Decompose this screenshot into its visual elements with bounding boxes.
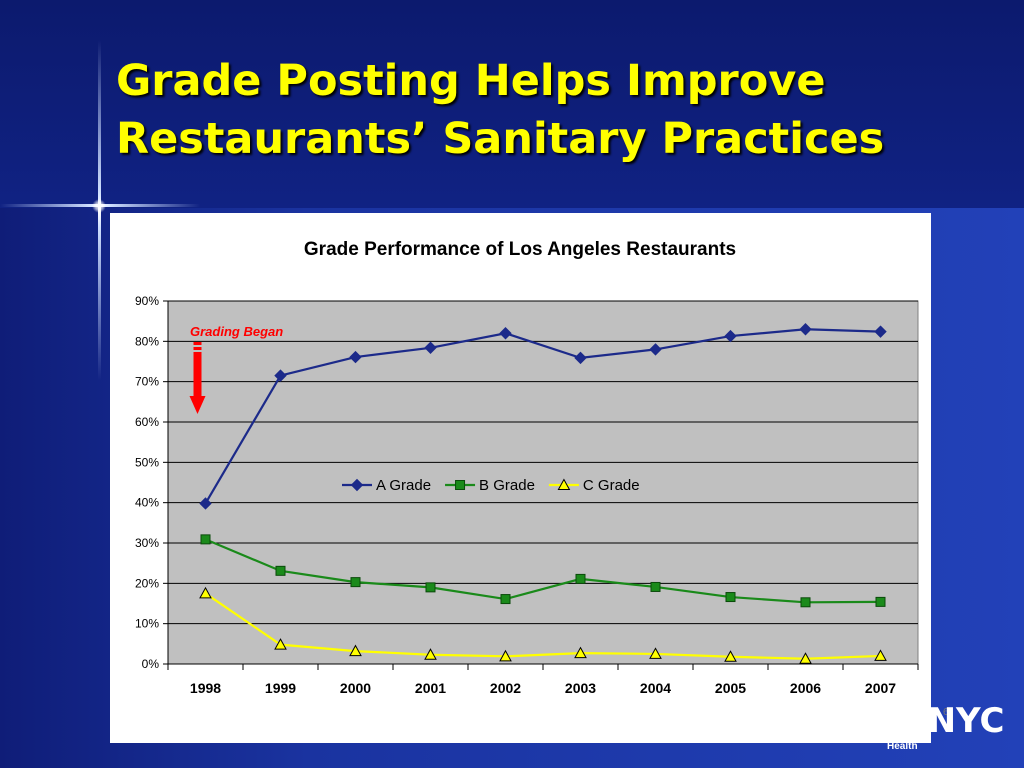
y-tick-label: 40% <box>135 496 159 510</box>
data-point-b-grade <box>275 565 286 576</box>
y-tick-label: 30% <box>135 536 159 550</box>
legend-label-b-grade: B Grade <box>479 477 535 494</box>
data-point-b-grade <box>350 577 361 588</box>
legend-marker-c-grade <box>557 478 571 490</box>
data-point-c-grade <box>649 647 662 659</box>
annotation-grading-began: Grading Began <box>190 324 283 339</box>
page-number: 6 <box>943 707 949 718</box>
line-chart: Grade Performance of Los Angeles Restaur… <box>135 239 919 696</box>
data-point-c-grade <box>199 586 212 599</box>
y-tick-label: 60% <box>135 415 159 429</box>
legend-label-c-grade: C Grade <box>583 477 640 494</box>
data-point-b-grade <box>875 596 886 607</box>
data-point-b-grade <box>800 597 811 608</box>
x-tick-label: 2003 <box>565 680 596 696</box>
chart-panel: Grade Performance of Los Angeles Restaur… <box>110 213 931 743</box>
slide-title-line-2: Restaurants’ Sanitary Practices <box>116 114 885 164</box>
x-tick-label: 2002 <box>490 680 521 696</box>
annotation-arrow-head <box>189 396 206 414</box>
data-point-c-grade <box>874 649 887 661</box>
legend-marker-a-grade <box>350 478 364 492</box>
x-tick-label: 1999 <box>265 680 296 696</box>
data-point-b-grade <box>500 594 511 605</box>
data-point-a-grade <box>349 350 362 364</box>
series-line-a-grade <box>204 328 881 505</box>
light-flare-center <box>92 199 106 213</box>
data-point-a-grade <box>424 341 437 354</box>
slide-title: Grade Posting Helps Improve Restaurants’… <box>116 52 1016 168</box>
y-tick-label: 80% <box>135 334 159 348</box>
x-tick-label: 2006 <box>790 680 821 696</box>
data-point-a-grade <box>874 325 887 338</box>
x-tick-label: 2001 <box>415 680 446 696</box>
data-point-a-grade <box>724 329 737 343</box>
annotation-arrow-dash <box>193 342 202 345</box>
slide-title-line-1: Grade Posting Helps Improve <box>116 56 826 106</box>
x-tick-label: 2000 <box>340 680 371 696</box>
x-tick-label: 1998 <box>190 680 221 696</box>
data-point-a-grade <box>574 351 587 365</box>
series-line-c-grade <box>204 592 881 660</box>
nyc-logo: NYC <box>928 701 1004 738</box>
y-tick-label: 50% <box>135 455 159 469</box>
y-tick-label: 70% <box>135 375 159 389</box>
data-point-c-grade <box>499 649 512 662</box>
data-point-a-grade <box>274 369 287 382</box>
data-point-c-grade <box>274 638 287 650</box>
nyc-logo-text: NYC <box>928 701 1004 738</box>
data-point-c-grade <box>799 652 812 664</box>
data-point-b-grade <box>650 581 661 592</box>
plot-area <box>167 300 919 665</box>
y-tick-label: 90% <box>135 294 159 308</box>
data-point-c-grade <box>424 648 437 660</box>
data-point-c-grade <box>574 646 587 659</box>
data-point-b-grade <box>425 582 436 593</box>
slide-header-background <box>0 0 1024 208</box>
data-point-a-grade <box>199 497 212 510</box>
data-point-a-grade <box>499 327 512 340</box>
data-point-c-grade <box>724 650 737 662</box>
data-point-c-grade <box>349 644 362 657</box>
data-point-a-grade <box>799 323 812 336</box>
legend-marker-b-grade <box>455 480 466 490</box>
annotation-arrow-dash <box>193 347 202 350</box>
y-tick-label: 10% <box>135 617 159 631</box>
annotation-arrow-shaft <box>193 352 202 396</box>
x-tick-label: 2004 <box>640 680 671 696</box>
y-tick-label: 20% <box>135 576 159 590</box>
chart-title: Grade Performance of Los Angeles Restaur… <box>304 239 736 260</box>
data-point-b-grade <box>200 534 211 545</box>
x-tick-label: 2005 <box>715 680 746 696</box>
legend-label-a-grade: A Grade <box>376 477 431 494</box>
x-tick-label: 2007 <box>865 680 896 696</box>
data-point-b-grade <box>725 592 736 603</box>
data-point-a-grade <box>649 343 662 356</box>
nyc-logo-subtext: Health <box>887 741 918 752</box>
y-tick-label: 0% <box>142 657 160 671</box>
series-line-b-grade <box>205 538 881 604</box>
data-point-b-grade <box>575 573 586 584</box>
